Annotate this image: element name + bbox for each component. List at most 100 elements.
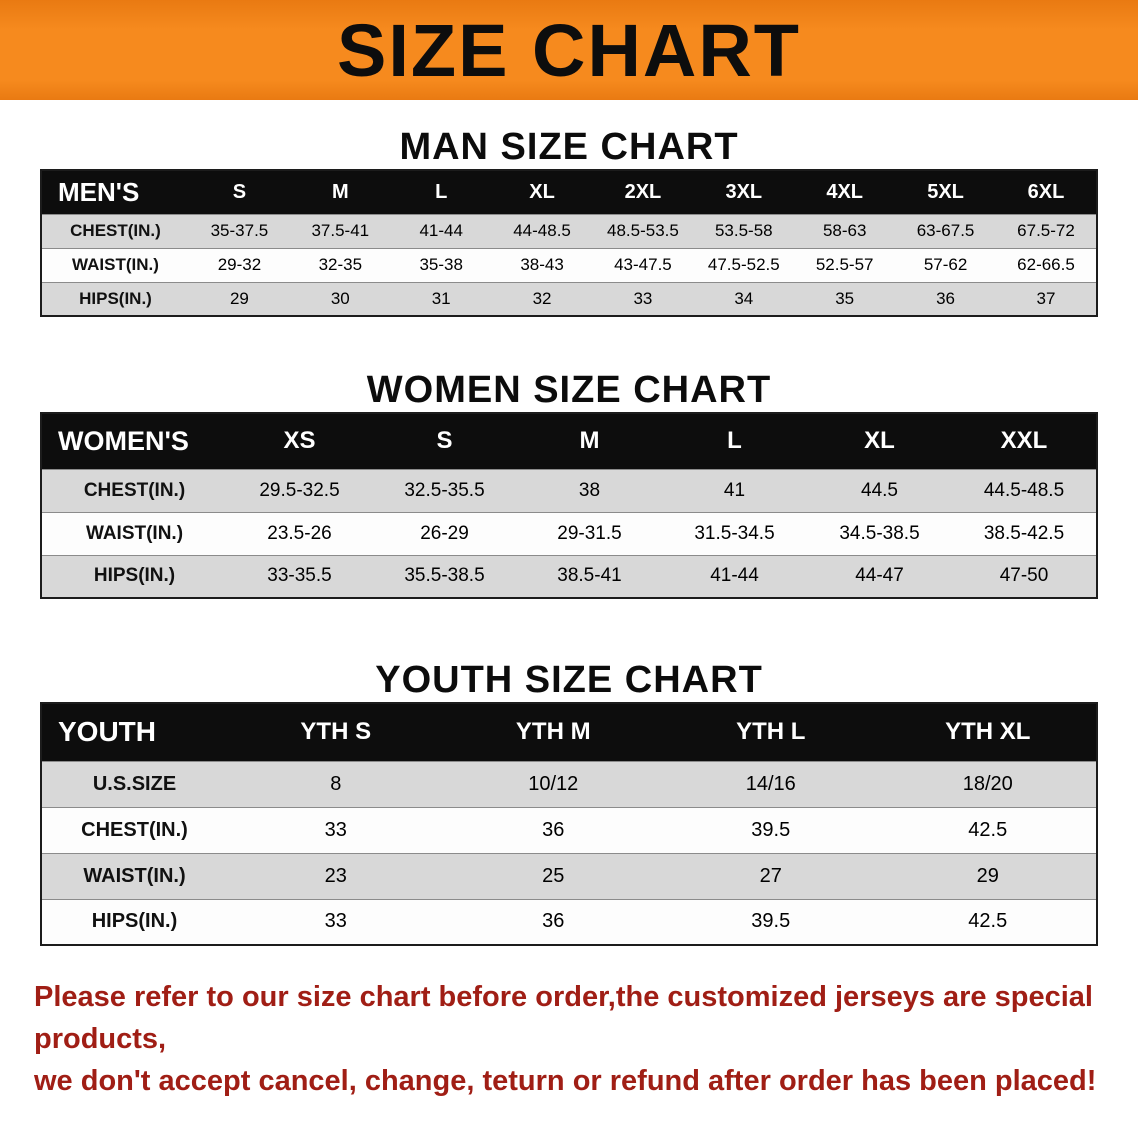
table-cell: 63-67.5 xyxy=(916,221,975,240)
youth-ussize-row: U.S.SIZE 8 10/12 14/16 18/20 xyxy=(41,761,1097,807)
table-cell: 10/12 xyxy=(528,772,579,795)
table-cell: 35-37.5 xyxy=(210,221,269,240)
table-cell: 38-43 xyxy=(520,255,564,274)
table-cell: 42.5 xyxy=(968,818,1008,841)
table-cell: 43-47.5 xyxy=(614,255,672,274)
table-cell: 29.5-32.5 xyxy=(259,479,340,501)
footer-note-line2: we don't accept cancel, change, teturn o… xyxy=(34,1065,1097,1098)
table-cell: 44-47 xyxy=(855,565,904,587)
table-cell: 29 xyxy=(229,288,249,308)
youth-chest-row: CHEST(IN.) 33 36 39.5 42.5 xyxy=(41,807,1097,853)
table-cell: 29 xyxy=(976,864,999,887)
men-header-cell: L xyxy=(390,170,492,214)
table-cell: 44-48.5 xyxy=(513,221,571,240)
table-cell: 41-44 xyxy=(710,565,759,587)
youth-size-table: YOUTH YTH S YTH M YTH L YTH XL U.S.SIZE … xyxy=(40,702,1098,946)
men-header-cell: 6XL xyxy=(996,170,1097,214)
table-cell: 53.5-58 xyxy=(714,221,773,240)
table-cell: 42.5 xyxy=(968,910,1008,933)
youth-hips-row: HIPS(IN.) 33 36 39.5 42.5 xyxy=(41,899,1097,945)
youth-header-row: YOUTH YTH S YTH M YTH L YTH XL xyxy=(41,703,1097,761)
table-cell: 29-31.5 xyxy=(557,522,622,544)
men-header-cell: 5XL xyxy=(895,170,996,214)
men-header-corner: MEN'S xyxy=(41,170,189,214)
table-cell: 57-62 xyxy=(923,255,968,274)
row-label: HIPS(IN.) xyxy=(91,910,178,933)
table-cell: 52.5-57 xyxy=(815,255,874,274)
table-cell: 62-66.5 xyxy=(1017,255,1075,274)
table-cell: 41-44 xyxy=(419,221,463,240)
youth-header-cell: YTH M xyxy=(444,703,662,761)
youth-section-title: YOUTH SIZE CHART xyxy=(375,659,763,701)
men-header-cell: S xyxy=(189,170,290,214)
footer-note: Please refer to our size chart before or… xyxy=(0,976,1138,1102)
table-cell: 41 xyxy=(723,479,746,501)
table-cell: 18/20 xyxy=(962,772,1013,795)
table-cell: 44.5 xyxy=(861,479,898,501)
women-header-cell: XS xyxy=(227,413,372,469)
table-cell: 30 xyxy=(330,288,350,308)
table-cell: 23 xyxy=(324,864,347,887)
women-hips-row: HIPS(IN.) 33-35.5 35.5-38.5 38.5-41 41-4… xyxy=(41,555,1097,598)
table-cell: 33 xyxy=(324,818,347,841)
row-label: HIPS(IN.) xyxy=(79,288,152,308)
table-cell: 39.5 xyxy=(751,818,791,841)
table-cell: 35 xyxy=(835,288,855,308)
banner: SIZE CHART xyxy=(0,0,1138,100)
women-header-cell: S xyxy=(372,413,517,469)
table-cell: 44.5-48.5 xyxy=(983,479,1065,501)
table-cell: 67.5-72 xyxy=(1017,221,1075,240)
table-cell: 47.5-52.5 xyxy=(707,255,780,274)
table-cell: 33-35.5 xyxy=(267,565,332,587)
men-header-cell: XL xyxy=(491,170,593,214)
row-label: WAIST(IN.) xyxy=(83,864,186,887)
table-cell: 32-35 xyxy=(318,255,363,274)
table-cell: 47-50 xyxy=(999,565,1049,587)
table-cell: 36 xyxy=(542,910,565,933)
women-header-cell: XXL xyxy=(952,413,1097,469)
row-label: CHEST(IN.) xyxy=(70,221,161,240)
table-cell: 35-38 xyxy=(419,255,463,274)
men-hips-row: HIPS(IN.) 29 30 31 32 33 34 35 36 37 xyxy=(41,282,1097,316)
row-label: WAIST(IN.) xyxy=(85,522,184,544)
table-cell: 48.5-53.5 xyxy=(607,221,679,240)
row-label: U.S.SIZE xyxy=(92,772,177,795)
men-header-cell: 3XL xyxy=(693,170,795,214)
table-cell: 25 xyxy=(542,864,565,887)
table-cell: 32.5-35.5 xyxy=(404,479,485,501)
youth-header-cell: YTH L xyxy=(662,703,880,761)
table-cell: 26-29 xyxy=(420,522,469,544)
table-cell: 14/16 xyxy=(745,772,796,795)
women-header-row: WOMEN'S XS S M L XL XXL xyxy=(41,413,1097,469)
table-cell: 36 xyxy=(542,818,565,841)
table-cell: 33 xyxy=(633,288,653,308)
table-cell: 58-63 xyxy=(822,221,867,240)
row-label: CHEST(IN.) xyxy=(83,479,186,501)
men-header-row: MEN'S S M L XL 2XL 3XL 4XL 5XL 6XL xyxy=(41,170,1097,214)
size-chart-page: SIZE CHART MAN SIZE CHART MEN'S S M L XL… xyxy=(0,0,1138,1102)
women-size-table: WOMEN'S XS S M L XL XXL CHEST(IN.) 29.5-… xyxy=(40,412,1098,599)
row-label: CHEST(IN.) xyxy=(81,818,188,841)
table-cell: 34.5-38.5 xyxy=(839,522,920,544)
banner-title: SIZE CHART xyxy=(337,8,801,92)
table-cell: 23.5-26 xyxy=(267,522,332,544)
women-header-cell: XL xyxy=(807,413,952,469)
youth-waist-row: WAIST(IN.) 23 25 27 29 xyxy=(41,853,1097,899)
table-cell: 39.5 xyxy=(751,910,791,933)
table-cell: 31.5-34.5 xyxy=(694,522,775,544)
table-cell: 38.5-41 xyxy=(557,565,622,587)
men-header-cell: M xyxy=(289,170,391,214)
men-size-table: MEN'S S M L XL 2XL 3XL 4XL 5XL 6XL CHEST… xyxy=(40,169,1098,317)
table-cell: 34 xyxy=(734,288,754,308)
footer-note-line1: Please refer to our size chart before or… xyxy=(34,981,1093,1056)
youth-header-corner: YOUTH xyxy=(41,703,227,761)
table-cell: 38.5-42.5 xyxy=(983,522,1065,544)
women-header-corner: WOMEN'S xyxy=(41,413,227,469)
men-header-cell: 4XL xyxy=(794,170,896,214)
table-cell: 37.5-41 xyxy=(311,221,370,240)
table-cell: 38 xyxy=(578,479,601,501)
youth-header-cell: YTH XL xyxy=(879,703,1097,761)
table-cell: 32 xyxy=(532,288,552,308)
men-section-title: MAN SIZE CHART xyxy=(399,126,739,168)
table-cell: 37 xyxy=(1036,288,1056,308)
